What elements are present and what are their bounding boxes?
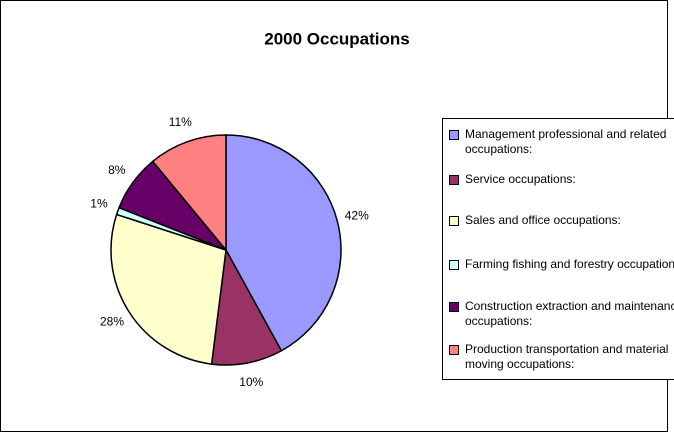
legend-label: Management professional and related occu… [465,127,667,156]
legend: Management professional and related occu… [442,118,674,380]
legend-label: Production transportation and material m… [465,342,669,371]
legend-item: Management professional and related occu… [449,127,674,157]
chart-title: 2000 Occupations [264,29,410,48]
data-label: 28% [100,315,124,329]
pie-slice [210,247,283,366]
data-label: 11% [169,115,192,129]
legend-swatch [449,216,459,226]
data-label: 1% [90,196,108,210]
legend-item: Construction extraction and maintenance … [449,299,674,329]
pie-slice [110,213,227,365]
legend-item: Production transportation and material m… [449,342,674,372]
legend-swatch [449,130,459,140]
legend-swatch [449,302,459,312]
legend-label: Service occupations: [465,172,576,186]
pie-slice [225,134,342,352]
legend-swatch [449,345,459,355]
legend-item: Service occupations: [449,172,674,187]
data-label: 10% [239,375,263,389]
legend-item: Farming fishing and forestry occupations [449,257,674,272]
legend-item: Sales and office occupations: [449,213,674,228]
pie-slice [151,134,227,253]
data-label: 8% [108,163,126,177]
legend-label: Construction extraction and maintenance … [465,299,674,328]
legend-label: Farming fishing and forestry occupations [465,257,674,271]
data-label: 42% [345,209,369,223]
legend-swatch [449,260,459,270]
legend-label: Sales and office occupations: [465,213,621,227]
legend-swatch [449,175,459,185]
